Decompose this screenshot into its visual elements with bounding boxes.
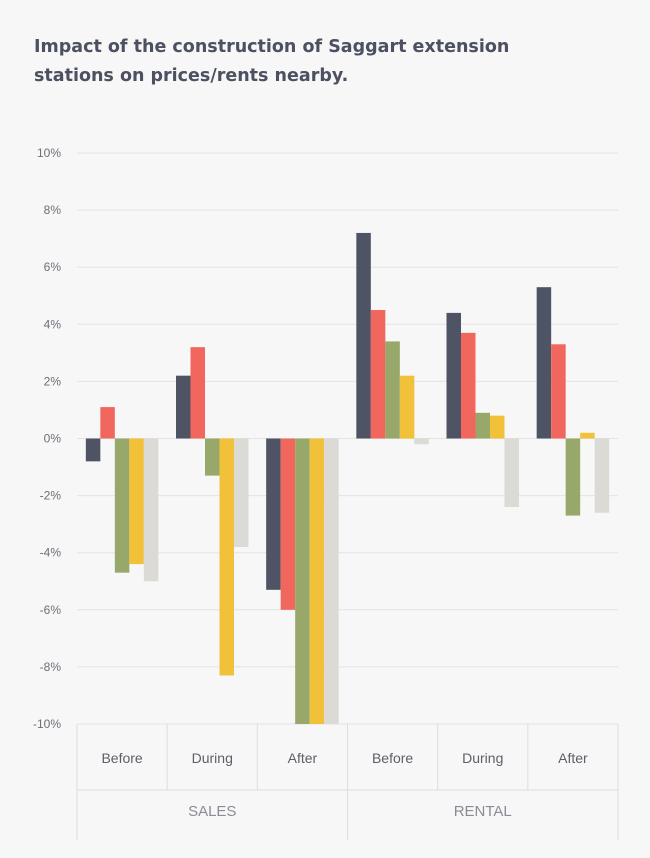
y-tick-label: 2% [44, 374, 62, 388]
category-label: After [558, 750, 588, 766]
bar [490, 415, 505, 439]
category-label: Before [101, 750, 142, 766]
bar [475, 412, 490, 439]
y-tick-label: 4% [44, 317, 62, 331]
bar [324, 438, 339, 724]
bar [280, 438, 296, 610]
bar [504, 438, 519, 508]
y-tick-label: -4% [40, 546, 62, 560]
bar [551, 344, 566, 439]
chart-title: Impact of the construction of Saggart ex… [34, 37, 510, 86]
bar [356, 232, 371, 439]
category-label: Before [372, 750, 413, 766]
y-tick-label: 0% [44, 432, 62, 446]
y-tick-label: 8% [44, 203, 62, 217]
bar [219, 438, 234, 676]
bar [114, 438, 130, 573]
y-tick-label: -10% [33, 717, 61, 731]
bar [309, 438, 325, 724]
bar [205, 438, 220, 476]
y-tick-label: 10% [37, 146, 61, 160]
category-label: During [462, 750, 503, 766]
y-tick-label: 6% [44, 260, 62, 274]
group-label: SALES [188, 803, 236, 820]
bar [143, 438, 159, 582]
bar [234, 438, 249, 547]
bar [385, 341, 400, 439]
bar [414, 438, 429, 445]
bar [266, 438, 281, 590]
bar [446, 312, 461, 439]
bar [129, 438, 144, 565]
bar [85, 438, 101, 462]
bar [565, 438, 581, 516]
y-tick-label: -2% [40, 489, 62, 503]
category-label: After [288, 750, 318, 766]
bar [399, 375, 415, 439]
category-label: During [192, 750, 233, 766]
bar [100, 407, 115, 439]
y-tick-label: -8% [40, 660, 62, 674]
bar [190, 347, 205, 439]
bar [461, 332, 476, 439]
bar [295, 438, 310, 724]
bar [176, 375, 191, 439]
bar [536, 287, 552, 439]
bar [370, 310, 386, 439]
y-tick-label: -6% [40, 603, 62, 617]
bar [594, 438, 610, 513]
group-label: RENTAL [454, 803, 512, 820]
bar [580, 432, 595, 439]
